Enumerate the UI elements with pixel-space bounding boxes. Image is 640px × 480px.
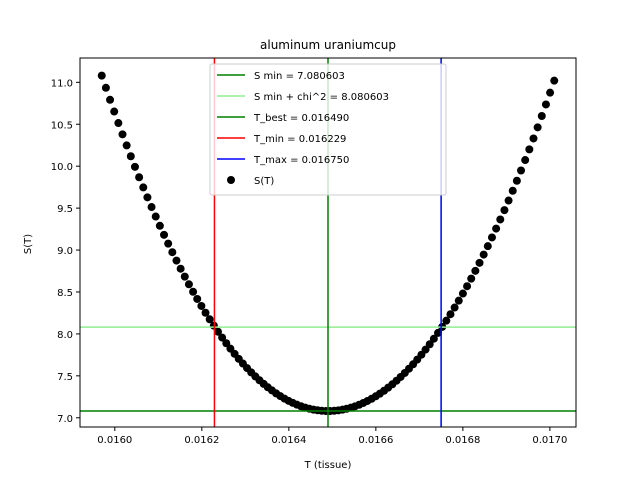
data-point	[106, 95, 115, 104]
data-point	[550, 76, 559, 85]
legend-label: T_best = 0.016490	[253, 113, 349, 124]
data-point	[135, 173, 144, 182]
x-tick-label: 0.0164	[271, 435, 306, 446]
data-point	[458, 289, 467, 298]
data-point	[496, 215, 505, 224]
data-point	[500, 206, 509, 215]
data-point	[114, 119, 123, 128]
y-tick-label: 9.0	[57, 246, 73, 257]
data-point	[475, 258, 484, 267]
axes-frame	[79, 57, 577, 428]
y-tick-label: 7.0	[57, 414, 73, 425]
data-point	[442, 316, 451, 325]
data-point	[434, 328, 443, 337]
legend-label: S(T)	[254, 176, 274, 187]
data-point	[110, 107, 119, 116]
data-point	[168, 248, 177, 257]
legend-box	[209, 63, 447, 196]
data-point	[218, 333, 227, 342]
data-point	[512, 176, 521, 185]
y-tick-label: 9.5	[57, 204, 73, 215]
data-point	[454, 296, 463, 305]
legend-marker-swatch	[227, 176, 235, 184]
data-point	[118, 130, 127, 139]
y-axis-label: S(T)	[23, 234, 34, 254]
data-point	[471, 266, 480, 275]
data-point	[97, 71, 106, 80]
data-point	[463, 282, 472, 291]
data-point	[155, 221, 164, 230]
data-point	[450, 303, 459, 312]
legend-label: T_max = 0.016750	[253, 155, 349, 166]
data-point	[483, 242, 492, 251]
data-point	[122, 141, 131, 150]
x-tick-label: 0.0160	[97, 435, 132, 446]
data-point	[467, 274, 476, 283]
legend-label: T_min = 0.016229	[253, 134, 346, 145]
data-point	[189, 287, 198, 296]
data-point	[479, 250, 488, 259]
data-point	[130, 162, 139, 171]
x-tick-label: 0.0170	[532, 435, 567, 446]
data-point	[176, 264, 185, 273]
data-point	[222, 339, 231, 348]
x-tick-label: 0.0162	[184, 435, 219, 446]
y-tick-label: 7.5	[57, 372, 73, 383]
data-point	[201, 308, 210, 317]
data-point	[517, 166, 526, 175]
x-tick-label: 0.0168	[445, 435, 480, 446]
y-tick-label: 8.0	[57, 330, 73, 341]
y-tick-label: 11.0	[51, 78, 73, 89]
data-point	[213, 327, 222, 336]
data-point	[533, 123, 542, 132]
data-point	[504, 196, 513, 205]
data-point	[205, 315, 214, 324]
data-point	[487, 233, 496, 242]
data-point	[529, 134, 538, 143]
data-point	[147, 203, 156, 212]
data-point	[525, 145, 534, 154]
data-point	[126, 152, 135, 161]
axes: 0.0160 0.0162 0.0164 0.0166 0.0168 0.0170 7.0 7…	[51, 57, 577, 446]
x-tick-label: 0.0166	[358, 435, 393, 446]
y-tick-label: 10.0	[51, 162, 73, 173]
data-point	[492, 224, 501, 233]
data-point	[429, 334, 438, 343]
data-point	[193, 294, 202, 303]
legend: S min = 7.080603 S min + chi^2 = 8.080603…	[209, 63, 447, 196]
data-point	[446, 310, 455, 319]
plot-area	[80, 58, 576, 427]
legend-label: S min = 7.080603	[254, 71, 345, 82]
data-point	[172, 256, 181, 265]
data-point	[164, 239, 173, 248]
data-point	[425, 340, 434, 349]
data-point	[180, 272, 189, 281]
y-tick-label: 10.5	[51, 120, 73, 131]
data-point	[143, 193, 152, 202]
data-point	[151, 212, 160, 221]
x-axis-label: T (tissue)	[304, 460, 352, 471]
chart-title: aluminum uraniumcup	[260, 38, 396, 52]
y-tick-label: 8.5	[57, 288, 73, 299]
data-point	[521, 156, 530, 165]
data-point	[197, 301, 206, 310]
legend-label: S min + chi^2 = 8.080603	[254, 92, 389, 103]
data-point	[537, 112, 546, 121]
data-point	[541, 100, 550, 109]
data-point	[101, 83, 110, 92]
data-point	[184, 280, 193, 289]
data-point	[508, 186, 517, 195]
data-point	[160, 230, 169, 239]
data-point	[139, 183, 148, 192]
data-point	[546, 88, 555, 97]
